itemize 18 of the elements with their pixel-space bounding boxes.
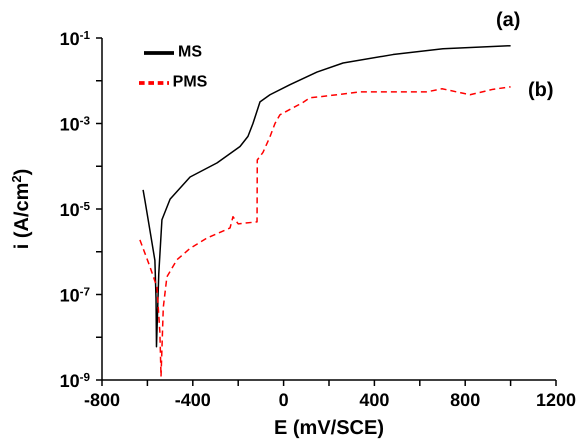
- text: (a): [496, 8, 520, 32]
- y-tick-label: 10$^{-9}$: [60, 370, 90, 391]
- y-tick-label: 10$^{-3}$: [60, 114, 90, 134]
- annotation: (b): [528, 78, 554, 102]
- legend-label: PMS: [172, 74, 208, 91]
- x-tick-label: -800: [84, 390, 120, 410]
- y-tick-label: 10$^{-1}$: [60, 28, 90, 49]
- x-tick-label: 800: [450, 390, 480, 410]
- x-tick-label: -400: [174, 390, 211, 410]
- x-axis-title: E (mV/SCE): [274, 417, 384, 439]
- y-tick-label: 10$^{-5}$: [60, 200, 90, 220]
- x-tick-label: 400: [359, 390, 390, 410]
- line-series: [139, 86, 512, 378]
- x-tick-label: 1200: [536, 390, 576, 410]
- line-series: [142, 44, 512, 348]
- x-tick-label: 0: [278, 390, 289, 410]
- legend-label: MS: [178, 44, 202, 61]
- y-tick-label: 10$^{-7}$: [60, 285, 90, 306]
